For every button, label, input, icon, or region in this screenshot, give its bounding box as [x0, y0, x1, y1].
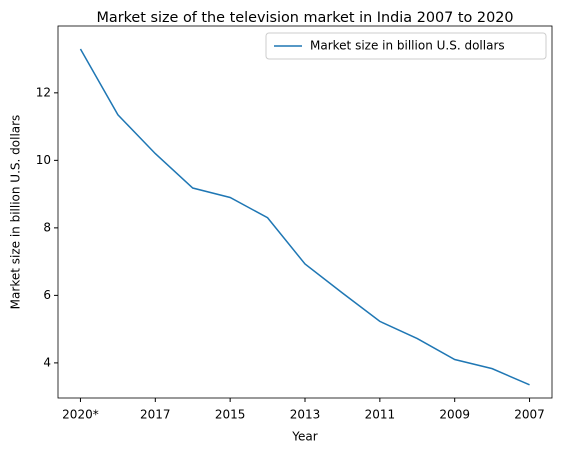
x-axis-label: Year — [291, 430, 317, 444]
legend-box — [265, 32, 547, 60]
line-series — [79, 48, 530, 386]
x-tick-label: 2009 — [439, 408, 470, 422]
y-tick-label: 10 — [36, 153, 51, 167]
chart-title: Market size of the television market in … — [96, 10, 513, 26]
legend-label: Market size in billion U.S. dollars — [310, 39, 505, 53]
x-tick-label: 2017 — [140, 408, 171, 422]
plot-frame — [57, 25, 553, 399]
y-tick-label: 4 — [43, 355, 51, 369]
y-tick-label: 8 — [43, 220, 51, 234]
x-tick-label: 2013 — [290, 408, 321, 422]
x-tick-label: 2015 — [215, 408, 246, 422]
x-tick-label: 2007 — [514, 408, 545, 422]
y-tick-label: 6 — [43, 288, 51, 302]
x-tick-label: 2011 — [365, 408, 396, 422]
y-axis-label: Market size in billion U.S. dollars — [9, 115, 23, 310]
x-tick-label: 2020* — [62, 408, 99, 422]
legend: Market size in billion U.S. dollars — [265, 32, 547, 60]
y-tick-label: 12 — [36, 85, 51, 99]
